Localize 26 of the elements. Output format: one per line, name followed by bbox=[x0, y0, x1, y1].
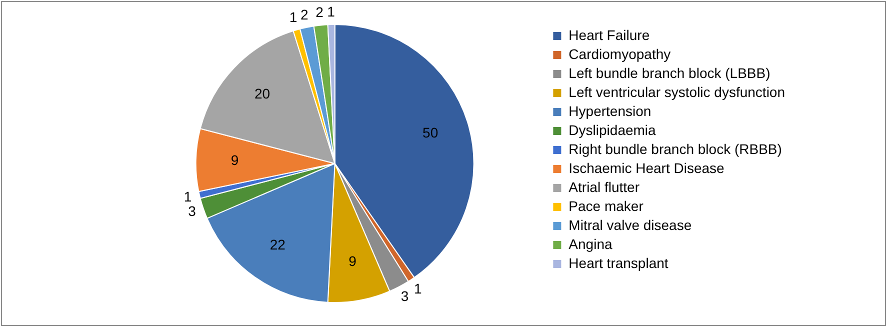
legend-label: Pace maker bbox=[568, 198, 644, 214]
legend-label: Mitral valve disease bbox=[568, 216, 692, 233]
legend-label: Left bundle branch block (LBBB) bbox=[568, 64, 770, 81]
legend-label: Heart Failure bbox=[568, 26, 650, 43]
legend-label: Hypertension bbox=[568, 102, 652, 119]
data-label: 2 bbox=[316, 4, 324, 20]
data-label: 3 bbox=[400, 288, 409, 304]
legend-label: Right bundle branch block (RBBB) bbox=[568, 140, 782, 157]
legend-label: Ischaemic Heart Disease bbox=[568, 160, 725, 176]
legend-label: Atrial flutter bbox=[568, 178, 640, 195]
legend-label: Cardiomyopathy bbox=[568, 46, 671, 62]
data-label: 3 bbox=[188, 203, 196, 220]
data-label: 20 bbox=[254, 85, 270, 102]
data-label: 9 bbox=[348, 252, 357, 269]
data-label: 1 bbox=[289, 9, 298, 26]
legend-label: Heart transplant bbox=[568, 254, 668, 271]
legend-label: Angina bbox=[568, 236, 612, 252]
data-label: 1 bbox=[184, 188, 192, 204]
data-label: 1 bbox=[327, 3, 336, 20]
legend-label: Left ventricular systolic dysfunction bbox=[568, 84, 786, 100]
data-label: 22 bbox=[270, 236, 286, 252]
data-label: 2 bbox=[300, 6, 309, 22]
data-label: 1 bbox=[414, 280, 422, 296]
data-label: 50 bbox=[422, 124, 438, 140]
legend-label: Dyslipidaemia bbox=[568, 122, 656, 138]
data-label: 9 bbox=[230, 152, 239, 168]
